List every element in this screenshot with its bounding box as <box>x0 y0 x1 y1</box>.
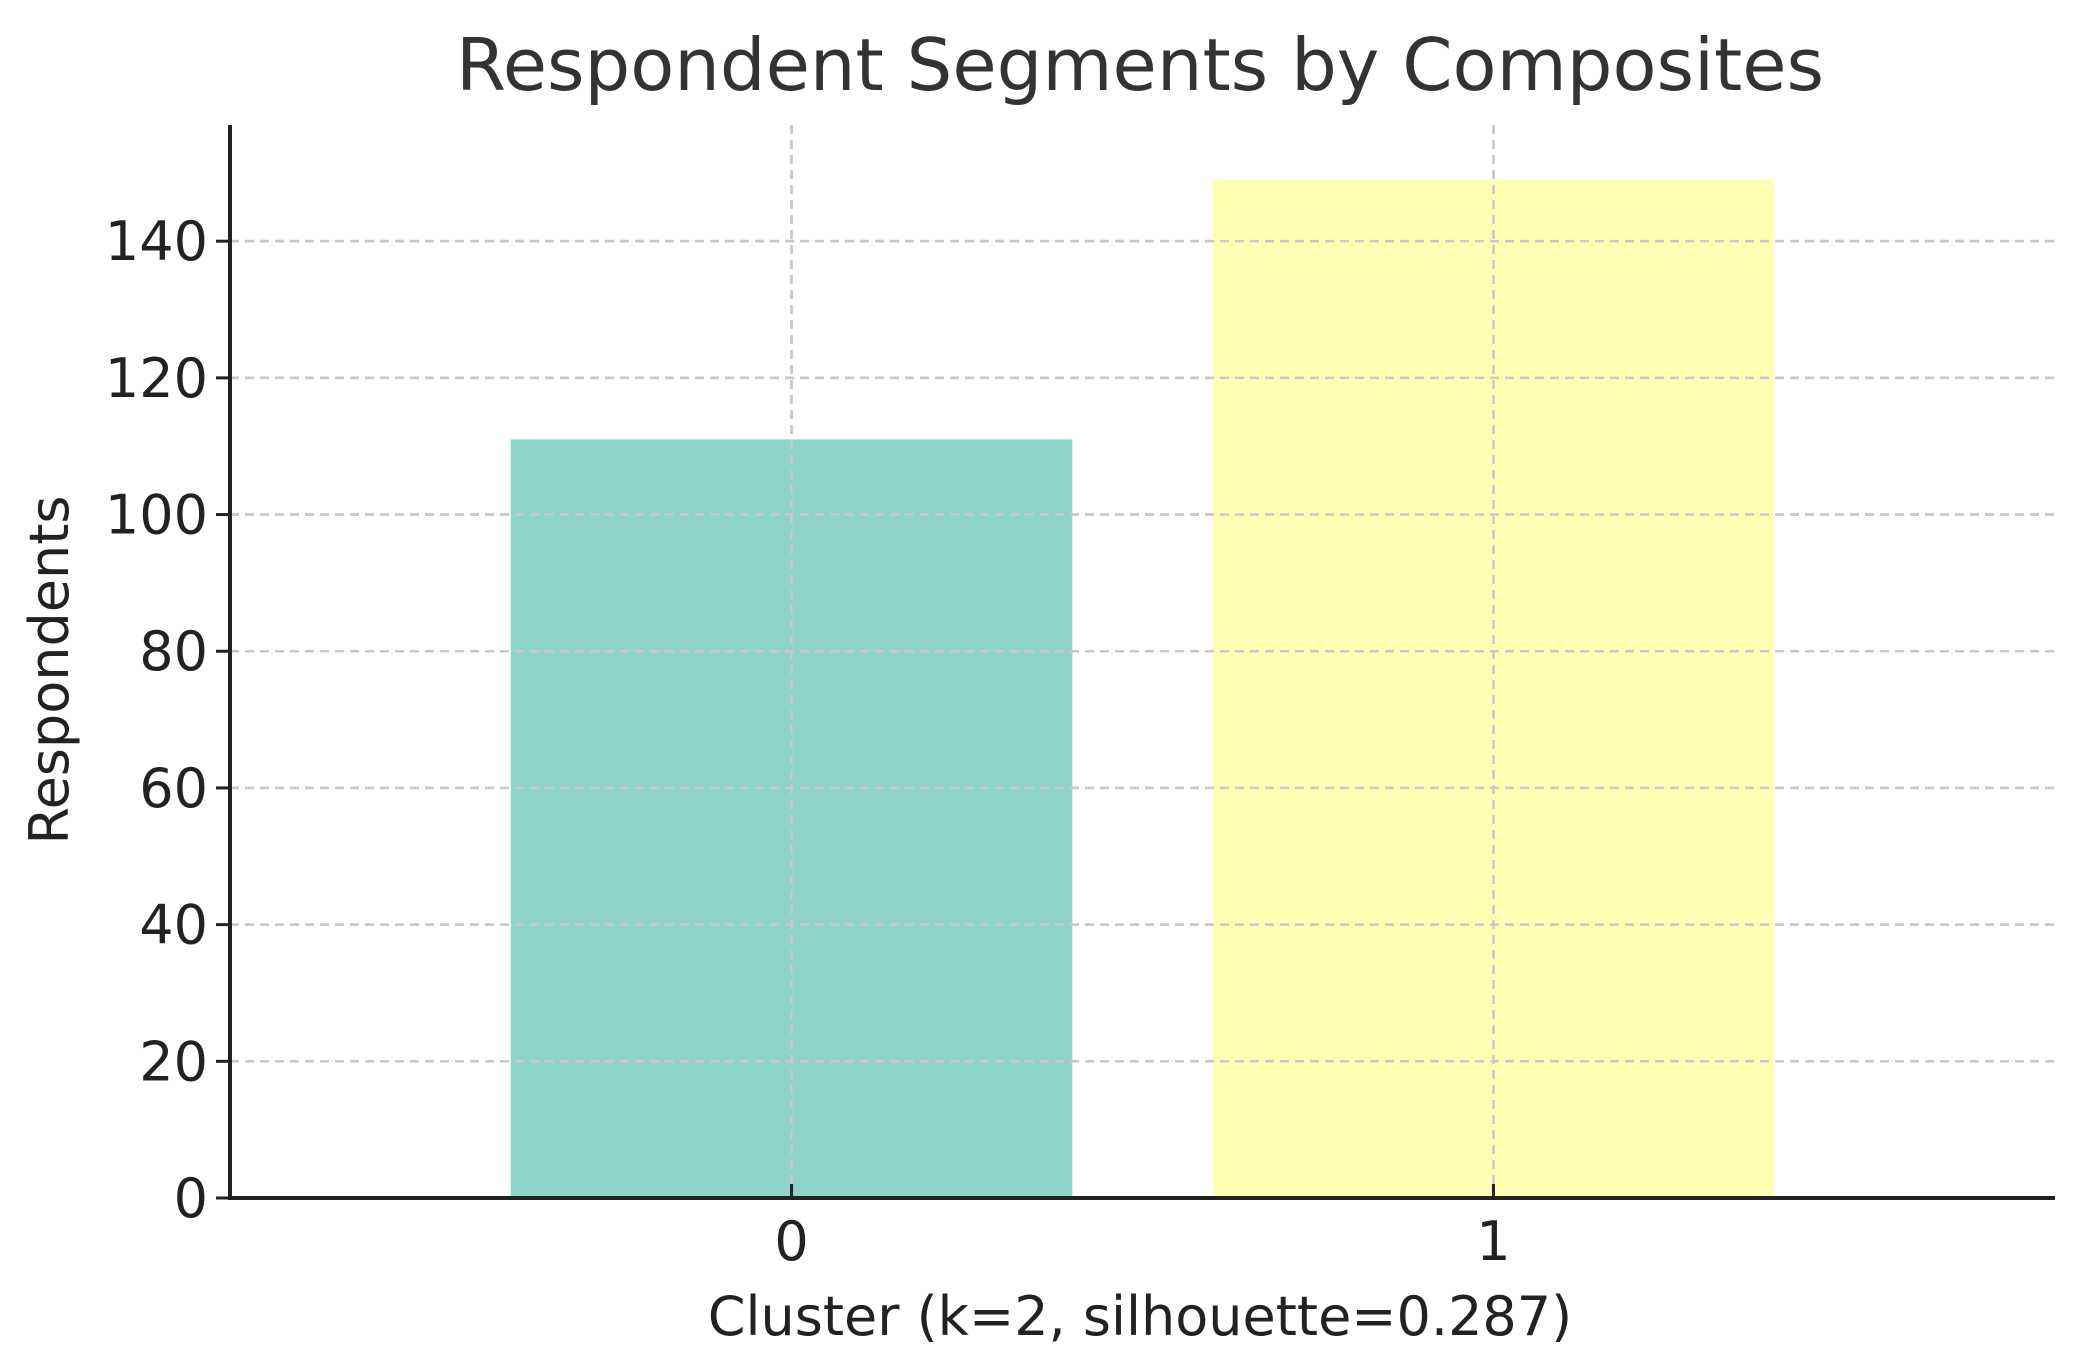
y-tick-label: 120 <box>105 347 208 410</box>
x-tick-label: 1 <box>1476 1210 1510 1273</box>
grid-lines <box>230 125 2055 1198</box>
bars <box>230 125 2055 1198</box>
y-tick-label: 40 <box>139 894 208 957</box>
x-axis-label: Cluster (k=2, silhouette=0.287) <box>708 1285 1572 1348</box>
y-tick-label: 0 <box>174 1167 208 1230</box>
y-tick-label: 20 <box>139 1030 208 1093</box>
y-ticks: 0 20 40 60 80 100 120 140 <box>105 210 230 1230</box>
y-tick-label: 100 <box>105 484 208 547</box>
y-tick-label: 80 <box>139 620 208 683</box>
chart-title: Respondent Segments by Composites <box>456 23 1824 107</box>
axes <box>228 125 2055 1200</box>
y-tick-label: 140 <box>105 210 208 273</box>
x-tick-label: 0 <box>774 1210 808 1273</box>
y-tick-label: 60 <box>139 757 208 820</box>
y-axis-label: Respondents <box>18 495 81 844</box>
